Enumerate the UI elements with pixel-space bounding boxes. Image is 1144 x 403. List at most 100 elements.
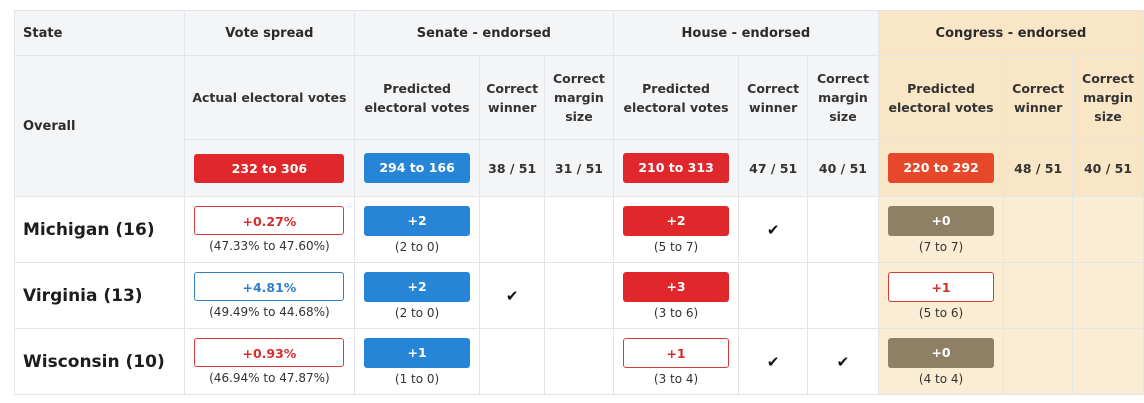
- overall-label: Overall: [14, 55, 185, 197]
- house-margin-cell: [807, 196, 879, 263]
- spread-detail: (46.94% to 47.87%): [209, 371, 330, 385]
- check-icon: ✔: [836, 352, 850, 371]
- spread-cell: +0.93% (46.94% to 47.87%): [183, 328, 355, 395]
- congress-pred-detail: (5 to 6): [918, 305, 964, 320]
- actual-ev-header: Actual electoral votes: [183, 55, 355, 140]
- congress-predicted-header: Predicted electoral votes: [877, 55, 1005, 140]
- senate-pred-badge: +1: [364, 337, 471, 368]
- spread-detail: (49.49% to 44.68%): [209, 305, 330, 319]
- senate-winner-header: Correct winner: [479, 55, 546, 140]
- senate-winner-cell: [479, 196, 546, 263]
- senate-pred-cell: +2 (2 to 0): [353, 196, 481, 263]
- house-predicted-header: Predicted electoral votes: [612, 55, 740, 140]
- overall-senate-pred-badge: 294 to 166: [364, 153, 471, 183]
- senate-predicted-header: Predicted electoral votes: [353, 55, 481, 140]
- results-table-container: State Vote spread Senate - endorsed Hous…: [14, 10, 1144, 395]
- spread-badge: +0.27%: [194, 206, 345, 235]
- house-winner-cell: [738, 262, 809, 329]
- house-pred-detail: (3 to 4): [653, 371, 699, 386]
- house-margin-cell: ✔: [807, 328, 879, 395]
- senate-margin-cell: [544, 196, 614, 263]
- senate-pred-cell: +1 (1 to 0): [353, 328, 481, 395]
- spread-detail: (47.33% to 47.60%): [209, 239, 330, 253]
- house-pred-cell: +2 (5 to 7): [612, 196, 740, 263]
- senate-pred-detail: (2 to 0): [394, 239, 440, 254]
- congress-winner-cell: [1003, 196, 1074, 263]
- state-name: Virginia (13): [14, 262, 185, 329]
- senate-group-header: Senate - endorsed: [353, 10, 614, 56]
- state-column-header: State: [14, 10, 185, 56]
- overall-actual-cell: 232 to 306: [183, 139, 355, 197]
- senate-pred-detail: (2 to 0): [394, 305, 440, 320]
- state-name: Michigan (16): [14, 196, 185, 263]
- senate-margin-cell: [544, 328, 614, 395]
- state-name: Wisconsin (10): [14, 328, 185, 395]
- congress-winner-cell: [1003, 262, 1074, 329]
- congress-pred-badge: +0: [888, 337, 995, 368]
- senate-pred-badge: +2: [364, 271, 471, 302]
- overall-house-pred-badge: 210 to 313: [623, 153, 730, 183]
- table-row: Wisconsin (10) +0.93% (46.94% to 47.87%)…: [14, 328, 1144, 395]
- congress-margin-cell: [1072, 328, 1144, 395]
- overall-house-margin: 40 / 51: [807, 139, 879, 197]
- house-pred-detail: (3 to 6): [653, 305, 699, 320]
- overall-senate-pred-cell: 294 to 166: [353, 139, 481, 197]
- house-pred-cell: +3 (3 to 6): [612, 262, 740, 329]
- senate-pred-detail: (1 to 0): [394, 371, 440, 386]
- senate-margin-header: Correct margin size: [544, 55, 614, 140]
- overall-senate-winner: 38 / 51: [479, 139, 546, 197]
- senate-pred-badge: +2: [364, 205, 471, 236]
- check-icon: ✔: [505, 286, 519, 305]
- senate-margin-cell: [544, 262, 614, 329]
- overall-congress-pred-cell: 220 to 292: [877, 139, 1005, 197]
- senate-pred-cell: +2 (2 to 0): [353, 262, 481, 329]
- check-icon: ✔: [766, 220, 780, 239]
- congress-pred-cell: +0 (4 to 4): [877, 328, 1005, 395]
- overall-congress-winner: 48 / 51: [1003, 139, 1074, 197]
- results-table: State Vote spread Senate - endorsed Hous…: [14, 10, 1144, 395]
- house-pred-detail: (5 to 7): [653, 239, 699, 254]
- house-pred-cell: +1 (3 to 4): [612, 328, 740, 395]
- table-row: Michigan (16) +0.27% (47.33% to 47.60%) …: [14, 196, 1144, 263]
- overall-senate-margin: 31 / 51: [544, 139, 614, 197]
- house-winner-header: Correct winner: [738, 55, 809, 140]
- house-pred-badge: +1: [623, 337, 730, 368]
- house-margin-cell: [807, 262, 879, 329]
- check-icon: ✔: [766, 352, 780, 371]
- overall-label-text: Overall: [23, 118, 76, 134]
- spread-cell: +4.81% (49.49% to 44.68%): [183, 262, 355, 329]
- house-pred-badge: +3: [623, 271, 730, 302]
- overall-actual-badge: 232 to 306: [194, 153, 345, 183]
- group-header-row: State Vote spread Senate - endorsed Hous…: [14, 10, 1144, 56]
- house-winner-cell: ✔: [738, 196, 809, 263]
- congress-winner-header: Correct winner: [1003, 55, 1074, 140]
- spread-badge: +4.81%: [194, 272, 345, 301]
- overall-congress-margin: 40 / 51: [1072, 139, 1144, 197]
- vote-spread-header: Vote spread: [183, 10, 355, 56]
- congress-pred-cell: +0 (7 to 7): [877, 196, 1005, 263]
- overall-row: 232 to 306 294 to 166 38 / 51 31 / 51 21…: [15, 139, 1144, 197]
- senate-winner-cell: [479, 328, 546, 395]
- congress-margin-header: Correct margin size: [1072, 55, 1144, 140]
- overall-house-winner: 47 / 51: [738, 139, 809, 197]
- congress-pred-badge: +0: [888, 205, 995, 236]
- overall-house-pred-cell: 210 to 313: [612, 139, 740, 197]
- congress-winner-cell: [1003, 328, 1074, 395]
- spread-badge: +0.93%: [194, 338, 345, 367]
- house-group-header: House - endorsed: [612, 10, 879, 56]
- congress-margin-cell: [1072, 196, 1144, 263]
- table-row: Virginia (13) +4.81% (49.49% to 44.68%) …: [14, 262, 1144, 329]
- house-pred-badge: +2: [623, 205, 730, 236]
- overall-congress-pred-badge: 220 to 292: [888, 153, 995, 183]
- congress-pred-badge: +1: [888, 271, 995, 302]
- congress-margin-cell: [1072, 262, 1144, 329]
- congress-pred-detail: (7 to 7): [918, 239, 964, 254]
- spread-cell: +0.27% (47.33% to 47.60%): [183, 196, 355, 263]
- senate-winner-cell: ✔: [479, 262, 546, 329]
- congress-pred-cell: +1 (5 to 6): [877, 262, 1005, 329]
- house-margin-header: Correct margin size: [807, 55, 879, 140]
- congress-pred-detail: (4 to 4): [918, 371, 964, 386]
- congress-group-header: Congress - endorsed: [877, 10, 1144, 56]
- subheader-row: Overall Actual electoral votes Predicted…: [14, 55, 1144, 197]
- house-winner-cell: ✔: [738, 328, 809, 395]
